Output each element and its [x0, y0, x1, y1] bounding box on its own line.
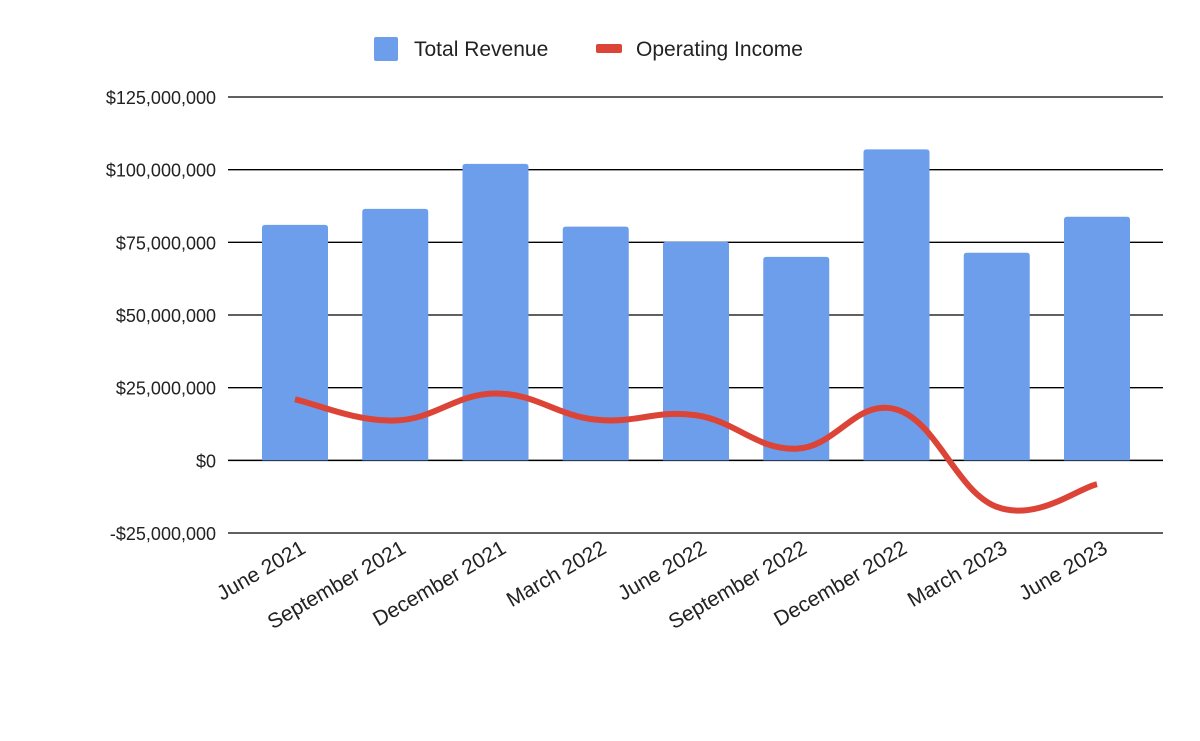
y-tick-label: $0	[196, 451, 216, 471]
bar-total-revenue	[362, 208, 429, 461]
legend: Total Revenue Operating Income	[374, 37, 803, 61]
legend-swatch-total-revenue	[374, 37, 398, 61]
y-tick-label: $125,000,000	[106, 88, 216, 108]
x-tick-label: March 2022	[503, 536, 611, 611]
legend-swatch-operating-income	[596, 44, 622, 53]
line-operating-income	[294, 390, 1098, 514]
bar-total-revenue	[262, 224, 328, 461]
bar-total-revenue	[462, 163, 529, 461]
bar-total-revenue	[663, 241, 729, 461]
x-tick-label: June 2023	[1015, 536, 1111, 605]
bar-total-revenue	[562, 226, 629, 461]
bar-total-revenue	[963, 252, 1030, 461]
bar-total-revenue	[1064, 216, 1130, 461]
bar-total-revenue	[763, 256, 830, 461]
y-tick-label: -$25,000,000	[110, 524, 216, 544]
y-tick-label: $50,000,000	[116, 306, 216, 326]
y-tick-label: $75,000,000	[116, 233, 216, 253]
bar-total-revenue	[863, 149, 930, 461]
legend-label-total-revenue: Total Revenue	[414, 38, 548, 61]
y-tick-label: $25,000,000	[116, 379, 216, 399]
y-tick-label: $100,000,000	[106, 161, 216, 181]
legend-label-operating-income: Operating Income	[636, 38, 803, 61]
x-tick-label: March 2023	[904, 536, 1012, 611]
